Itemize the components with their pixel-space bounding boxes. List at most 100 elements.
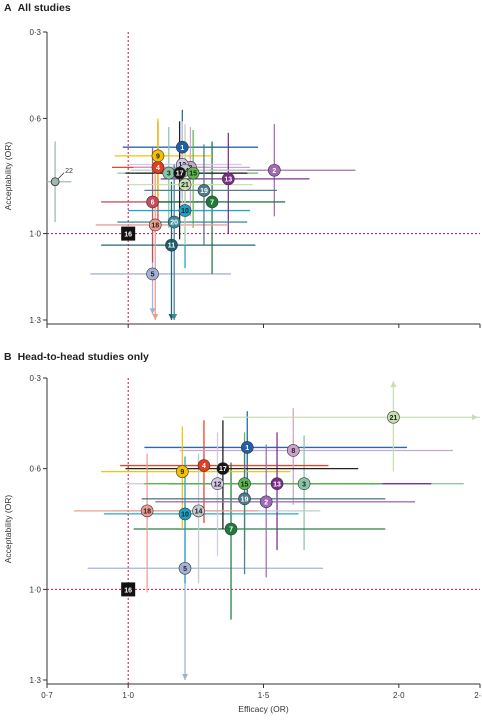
pa-marker-label-18: 18 bbox=[151, 223, 159, 230]
pa-marker-10 bbox=[178, 204, 192, 217]
pb-marker-label-8: 8 bbox=[291, 448, 295, 455]
pa-y-tick-label: 0·6 bbox=[29, 114, 41, 123]
pb-arrow-up-21 bbox=[390, 381, 397, 388]
pa-marker-label-7: 7 bbox=[210, 200, 214, 207]
panel-a-title: A All studies bbox=[4, 2, 71, 14]
pa-marker-17 bbox=[173, 166, 186, 180]
pb-marker-label-21: 21 bbox=[390, 415, 398, 422]
pb-x-tick-label: 1·5 bbox=[258, 691, 270, 700]
pb-marker-16 bbox=[121, 582, 136, 597]
pb-marker-label-9: 9 bbox=[180, 469, 184, 476]
pa-marker-label-21: 21 bbox=[181, 182, 189, 189]
pa-marker-15 bbox=[186, 166, 200, 180]
pb-marker-4 bbox=[197, 459, 211, 472]
panel-b-heading: Head-to-head studies only bbox=[17, 351, 149, 363]
pa-marker-16 bbox=[121, 226, 136, 241]
pa-y-tick-label: 0·3 bbox=[29, 28, 41, 37]
pa-marker-7 bbox=[205, 195, 219, 209]
pb-marker-7 bbox=[224, 522, 238, 536]
pb-arrow-down-5 bbox=[182, 674, 189, 680]
panel-a-letter: A bbox=[4, 2, 12, 14]
pa-marker-13 bbox=[222, 172, 235, 186]
pa-marker-22 bbox=[50, 177, 60, 187]
pa-marker-label-9: 9 bbox=[156, 153, 160, 160]
pb-marker-label-12: 12 bbox=[214, 481, 222, 488]
pa-marker-label-5: 5 bbox=[151, 272, 155, 279]
pb-marker-label-14: 14 bbox=[195, 508, 203, 515]
pb-marker-13 bbox=[270, 477, 284, 490]
pb-marker-19 bbox=[238, 492, 251, 506]
pb-y-tick-label: 1·3 bbox=[29, 676, 41, 685]
pb-x-tick-label: 1·0 bbox=[122, 691, 134, 700]
pb-x-axis-label: Efficacy (OR) bbox=[238, 704, 289, 714]
pa-arrow-down-5 bbox=[149, 308, 156, 315]
pb-marker-label-1: 1 bbox=[245, 445, 249, 452]
pb-marker-12 bbox=[211, 477, 224, 490]
pb-marker-9 bbox=[176, 465, 189, 478]
pb-marker-label-19: 19 bbox=[241, 496, 249, 503]
pb-marker-15 bbox=[238, 477, 251, 490]
pb-marker-1 bbox=[240, 441, 254, 454]
pb-arrow-right-21 bbox=[472, 414, 478, 421]
pb-marker-label-17: 17 bbox=[219, 466, 227, 473]
pa-marker-label-4: 4 bbox=[156, 165, 160, 172]
pb-marker-5 bbox=[178, 561, 192, 575]
pa-marker-label-1: 1 bbox=[180, 145, 184, 152]
pb-marker-label-13: 13 bbox=[273, 481, 281, 488]
pa-marker-label-6: 6 bbox=[151, 200, 155, 207]
pb-marker-label-4: 4 bbox=[202, 463, 206, 470]
chart-b: 0·3 0·6 1·0 1·30·7 1·0 1·5 2·0 2·3 Acceptability… bbox=[3, 374, 482, 714]
pb-marker-2 bbox=[259, 495, 273, 509]
pa-marker-label-11: 11 bbox=[168, 243, 176, 250]
pb-marker-21 bbox=[387, 410, 400, 424]
pa-leader-22 bbox=[57, 172, 65, 180]
pa-marker-label-22: 22 bbox=[65, 168, 73, 175]
pb-marker-label-7: 7 bbox=[229, 527, 233, 534]
pb-marker-18 bbox=[140, 504, 154, 518]
pa-marker-6 bbox=[146, 195, 159, 209]
pa-marker-label-15: 15 bbox=[189, 171, 197, 178]
pb-marker-label-10: 10 bbox=[181, 512, 189, 519]
pa-marker-20 bbox=[167, 215, 181, 229]
pa-marker-label-16: 16 bbox=[124, 232, 132, 239]
pa-marker-label-20: 20 bbox=[170, 220, 178, 227]
pb-marker-8 bbox=[286, 444, 300, 457]
pa-marker-5 bbox=[146, 267, 159, 281]
panel-a-heading: All studies bbox=[17, 2, 71, 14]
pb-marker-label-18: 18 bbox=[143, 508, 151, 515]
pb-marker-17 bbox=[216, 462, 230, 475]
pb-marker-label-15: 15 bbox=[241, 481, 249, 488]
pb-marker-14 bbox=[192, 504, 205, 518]
panel-b-title: B Head-to-head studies only bbox=[4, 351, 149, 363]
pa-marker-label-19: 19 bbox=[200, 188, 208, 195]
pb-marker-label-16: 16 bbox=[124, 587, 132, 594]
pb-marker-label-3: 3 bbox=[302, 481, 306, 488]
pa-marker-11 bbox=[165, 238, 178, 252]
pa-marker-9 bbox=[151, 149, 165, 163]
pa-marker-1 bbox=[176, 140, 189, 154]
pb-y-tick-label: 0·6 bbox=[29, 465, 41, 474]
pa-marker-21 bbox=[178, 178, 192, 191]
pa-arrow-down-18 bbox=[152, 314, 159, 320]
pa-marker-2 bbox=[268, 163, 281, 177]
pa-y-tick-label: 1·0 bbox=[29, 230, 41, 239]
pa-marker-19 bbox=[197, 184, 211, 197]
pb-y-tick-label: 1·0 bbox=[29, 585, 41, 594]
pb-marker-label-2: 2 bbox=[264, 499, 268, 506]
pa-marker-label-3: 3 bbox=[167, 171, 171, 178]
panel-b-letter: B bbox=[4, 351, 12, 363]
pb-x-tick-label: 2·0 bbox=[393, 691, 405, 700]
pa-marker-label-13: 13 bbox=[224, 176, 232, 183]
pb-marker-10 bbox=[178, 507, 192, 521]
pb-y-tick-label: 0·3 bbox=[29, 374, 41, 383]
pb-marker-3 bbox=[297, 477, 311, 490]
pb-y-axis-label: Acceptability (OR) bbox=[3, 495, 13, 564]
pb-x-tick-label: 0·7 bbox=[41, 691, 53, 700]
pa-marker-18 bbox=[148, 218, 162, 232]
pa-marker-label-2: 2 bbox=[272, 168, 276, 175]
pb-marker-label-5: 5 bbox=[183, 566, 187, 573]
pa-y-tick-label: 1·3 bbox=[29, 316, 41, 325]
pa-marker-label-10: 10 bbox=[181, 208, 189, 215]
pa-y-axis-label: Acceptability (OR) bbox=[3, 142, 13, 211]
